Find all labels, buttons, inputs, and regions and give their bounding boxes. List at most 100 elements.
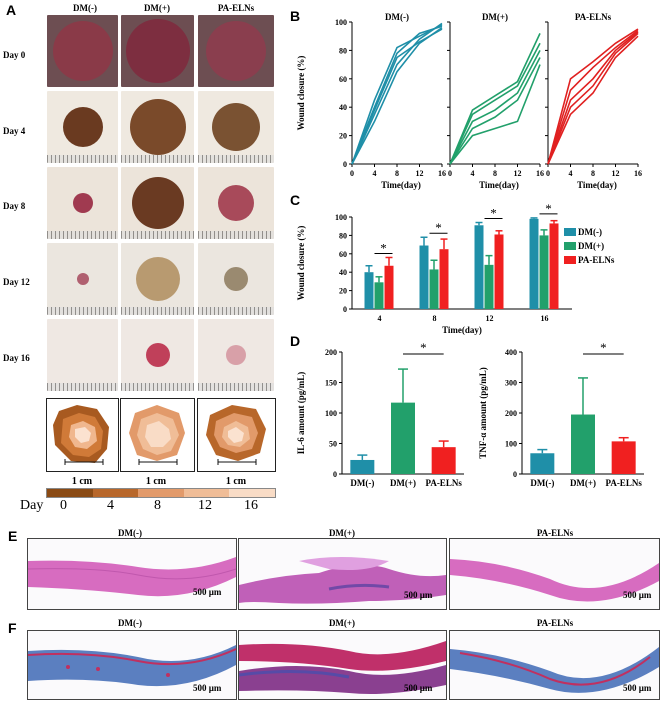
y-tick-label: 0 <box>343 160 347 169</box>
bar <box>439 249 449 309</box>
series-line <box>449 50 541 165</box>
y-tick-label: 80 <box>339 46 347 55</box>
series-line <box>351 24 443 165</box>
series-line <box>449 33 541 165</box>
x-tick-label: 4 <box>373 169 377 178</box>
y-tick-label: 80 <box>339 231 347 240</box>
series-line <box>547 35 639 165</box>
panel-label-a: A <box>6 2 17 18</box>
legend-swatch <box>564 242 576 250</box>
scale-label-2: 1 cm <box>145 476 167 487</box>
bar <box>549 223 559 309</box>
wound-photo <box>198 243 274 315</box>
x-tick-label: 12 <box>486 314 494 323</box>
series-line <box>547 28 639 165</box>
bar <box>384 265 394 309</box>
x-tick-label: PA-ELNs <box>425 478 462 488</box>
legend-swatch <box>47 489 93 497</box>
x-tick-label: 16 <box>438 169 446 178</box>
chart-title: DM(-) <box>385 12 409 22</box>
wound-spot <box>62 107 103 147</box>
bar <box>429 269 439 309</box>
y-tick-label: 400 <box>505 348 517 357</box>
legend-swatch <box>92 489 139 497</box>
wound-photo <box>121 319 194 391</box>
ruler-strip <box>198 307 274 315</box>
row-label-day12: Day 12 <box>3 277 30 287</box>
bar <box>350 459 375 474</box>
ruler-strip <box>198 383 274 391</box>
bar <box>474 225 484 309</box>
panel-label-c: C <box>290 192 301 208</box>
wound-photo <box>198 319 274 391</box>
x-axis-label: Time(day) <box>577 180 617 190</box>
y-tick-label: 40 <box>339 268 347 277</box>
y-tick-label: 100 <box>505 440 517 449</box>
wound-photo <box>47 243 118 315</box>
x-tick-label: 12 <box>612 169 620 178</box>
legend-swatch <box>138 489 184 497</box>
x-axis-label: Time(day) <box>381 180 421 190</box>
wound-spot <box>135 257 180 301</box>
legend-day-0: 0 <box>60 498 67 513</box>
x-axis-label: Time(day) <box>442 325 482 335</box>
legend-day-12: 12 <box>198 498 212 513</box>
row-label-day16: Day 16 <box>3 353 30 363</box>
legend-swatch <box>183 489 230 497</box>
scale-label-1: 1 cm <box>71 476 93 487</box>
series-line <box>449 64 541 165</box>
row-label-day4: Day 4 <box>3 126 26 136</box>
panel-c-ylabel: Wound closure (%) <box>296 226 306 301</box>
x-tick-label: DM(-) <box>530 478 554 488</box>
bar <box>431 447 456 474</box>
significance-star: * <box>420 340 427 355</box>
masson-title-pa-elns: PA-ELNs <box>536 618 574 628</box>
wound-spot <box>125 19 190 83</box>
he-title-dm-plus: DM(+) <box>328 528 356 538</box>
ruler-strip <box>121 383 194 391</box>
series-line <box>449 57 541 165</box>
bar <box>374 282 384 309</box>
col-title-dm-minus: DM(-) <box>73 3 97 13</box>
bar <box>529 218 539 309</box>
x-tick-label: 8 <box>591 169 595 178</box>
significance-star: * <box>600 340 607 355</box>
y-tick-label: 200 <box>505 409 517 418</box>
wound-photo <box>47 15 118 87</box>
he-scalebar-1: 500 µm <box>193 587 222 597</box>
wound-spot <box>76 273 89 285</box>
ruler-strip <box>47 231 118 239</box>
masson-scalebar-2: 500 µm <box>404 683 433 693</box>
legend-label: DM(+) <box>578 241 604 251</box>
x-tick-label: 0 <box>546 169 550 178</box>
wound-photo <box>47 167 118 239</box>
x-tick-label: 12 <box>514 169 522 178</box>
panel-label-e: E <box>8 528 18 544</box>
he-slide-pa-elns <box>449 538 660 610</box>
y-tick-label: 100 <box>335 18 347 27</box>
bar <box>530 453 555 474</box>
x-tick-label: 4 <box>569 169 573 178</box>
legend-day-8: 8 <box>154 498 161 513</box>
significance-star: * <box>490 206 497 221</box>
masson-title-dm-plus: DM(+) <box>328 618 356 628</box>
bar <box>611 441 636 474</box>
panel-label-b: B <box>290 8 301 24</box>
wound-spot <box>129 99 186 155</box>
day-color-legend <box>46 488 276 498</box>
wound-photo <box>121 243 194 315</box>
legend-day-16: 16 <box>244 498 258 513</box>
tnf-ylabel: TNF-α amount (pg/mL) <box>478 367 488 459</box>
y-tick-label: 0 <box>513 470 517 479</box>
wound-spot <box>218 185 254 221</box>
he-scalebar-3: 500 µm <box>623 590 652 600</box>
wound-photo <box>198 167 274 239</box>
significance-star: * <box>380 240 387 255</box>
col-title-pa-elns: PA-ELNs <box>217 3 255 13</box>
row-label-day0: Day 0 <box>3 50 26 60</box>
legend-swatch <box>564 228 576 236</box>
ruler-strip <box>47 307 118 315</box>
legend-swatch <box>564 256 576 264</box>
y-tick-label: 20 <box>339 287 347 296</box>
